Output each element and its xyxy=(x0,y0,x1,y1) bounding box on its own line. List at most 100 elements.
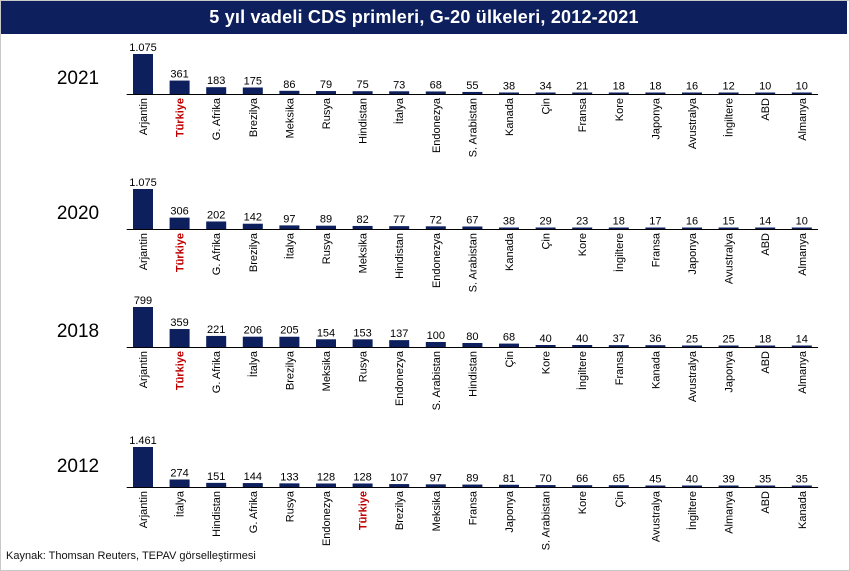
data-label: 68 xyxy=(503,332,515,344)
bar xyxy=(755,227,776,229)
category-tick-label: Fransa xyxy=(467,490,479,525)
data-label: 37 xyxy=(613,333,625,345)
data-label: 1.461 xyxy=(129,435,157,447)
bar xyxy=(791,92,812,94)
bar xyxy=(352,91,373,94)
bar xyxy=(718,227,739,229)
bar xyxy=(718,485,739,487)
category-tick-label: Kanada xyxy=(797,490,809,529)
data-label: 14 xyxy=(796,334,808,346)
category-tick-label: S. Arabistan xyxy=(541,491,553,550)
category-tick-label: Avustralya xyxy=(724,232,736,284)
category-tick-label: Japonya xyxy=(650,97,662,139)
category-tick-label: İngiltere xyxy=(686,491,699,530)
data-label: 16 xyxy=(686,216,698,228)
category-tick-label: S. Arabistan xyxy=(467,233,479,292)
category-tick-label: Brezilya xyxy=(248,97,260,137)
category-tick-label: Meksika xyxy=(358,232,370,273)
data-label: 306 xyxy=(170,206,188,218)
category-tick-label: Hindistan xyxy=(394,233,406,279)
data-label: 72 xyxy=(430,214,442,226)
bar xyxy=(572,227,593,229)
category-tick-label: Meksika xyxy=(321,350,333,391)
data-label: 202 xyxy=(207,209,225,221)
category-tick-label: Hindistan xyxy=(358,98,370,144)
category-tick-label: Çin xyxy=(541,233,553,250)
data-label: 359 xyxy=(170,317,188,329)
bar xyxy=(389,226,410,229)
category-tick-label: Avustralya xyxy=(687,97,699,149)
bar xyxy=(206,335,227,347)
bar xyxy=(608,345,629,347)
data-label: 133 xyxy=(280,471,298,483)
bar xyxy=(425,226,446,229)
data-label: 153 xyxy=(353,327,371,339)
category-tick-label: Endonezya xyxy=(431,232,443,288)
category-tick-label: ABD xyxy=(760,491,772,514)
data-label: 79 xyxy=(320,79,332,91)
category-tick-label: Brezilya xyxy=(394,490,406,530)
data-label: 10 xyxy=(759,81,771,93)
category-tick-label: Arjantin xyxy=(138,233,150,270)
category-tick-label: Brezilya xyxy=(284,350,296,390)
bar xyxy=(645,485,666,487)
bar xyxy=(499,92,519,94)
category-tick-label: İtalya xyxy=(247,350,260,377)
bar xyxy=(133,54,153,94)
bar xyxy=(316,91,336,94)
category-tick-label: Japonya xyxy=(504,490,516,532)
category-tick-label: Rusya xyxy=(321,97,333,129)
bar xyxy=(535,227,556,229)
bar xyxy=(608,485,629,487)
bar xyxy=(169,80,190,94)
category-tick-label: İtalya xyxy=(174,490,187,517)
data-label: 40 xyxy=(576,333,588,345)
bar xyxy=(352,339,373,347)
category-tick-label: Arjantin xyxy=(138,491,150,528)
data-label: 34 xyxy=(539,81,551,93)
data-label: 154 xyxy=(317,327,335,339)
bar xyxy=(645,345,666,347)
data-label: 274 xyxy=(170,467,188,479)
category-tick-label: Hindistan xyxy=(211,491,223,537)
category-tick-label: ABD xyxy=(760,351,772,374)
panel-year-label: 2020 xyxy=(57,203,99,224)
category-tick-label: G. Afrika xyxy=(248,490,260,533)
category-tick-label: Türkiye xyxy=(175,98,187,137)
category-tick-label: ABD xyxy=(760,98,772,121)
category-tick-label: Endonezya xyxy=(321,490,333,546)
data-label: 128 xyxy=(353,471,371,483)
bar xyxy=(718,345,739,347)
category-tick-label: İngiltere xyxy=(723,98,736,137)
data-label: 142 xyxy=(244,212,262,224)
category-tick-label: Japonya xyxy=(724,350,736,392)
data-label: 39 xyxy=(722,474,734,486)
bar xyxy=(425,341,446,347)
data-label: 183 xyxy=(207,75,225,87)
bar xyxy=(133,189,153,229)
bar xyxy=(608,92,629,94)
data-label: 80 xyxy=(466,331,478,343)
bar xyxy=(682,92,702,94)
bar xyxy=(608,227,629,229)
category-tick-label: G. Afrika xyxy=(211,97,223,140)
category-tick-label: Endonezya xyxy=(394,350,406,406)
category-tick-label: Meksika xyxy=(284,97,296,138)
bar xyxy=(389,340,410,347)
bar xyxy=(499,343,519,347)
bar xyxy=(133,447,153,487)
bar xyxy=(133,307,153,347)
category-tick-label: S. Arabistan xyxy=(467,98,479,157)
data-label: 15 xyxy=(722,216,734,228)
bar xyxy=(791,227,812,229)
category-tick-label: G. Afrika xyxy=(211,232,223,275)
data-label: 128 xyxy=(317,471,335,483)
bar xyxy=(242,223,263,229)
bar xyxy=(462,91,483,94)
data-label: 21 xyxy=(576,81,588,93)
category-tick-label: Arjantin xyxy=(138,351,150,388)
bar xyxy=(206,221,227,229)
category-tick-label: Rusya xyxy=(358,350,370,382)
bar xyxy=(755,92,776,94)
